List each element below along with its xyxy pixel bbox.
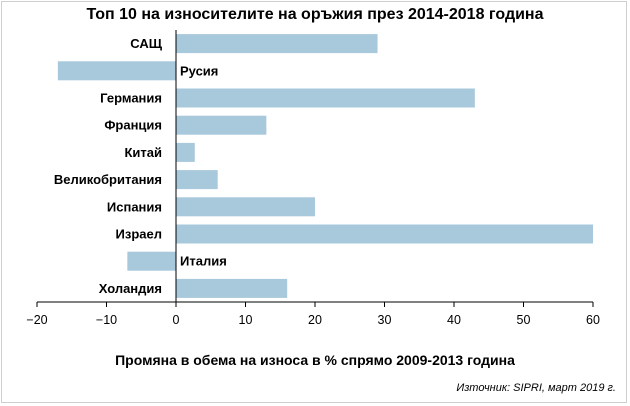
category-label-6: Великобритания bbox=[54, 172, 162, 187]
category-label-4: Франция bbox=[104, 118, 162, 133]
bar-6 bbox=[176, 170, 218, 190]
bar-7 bbox=[176, 197, 315, 217]
x-tick-label-2: −10 bbox=[96, 313, 117, 327]
chart-title: Топ 10 на износителите на оръжия през 20… bbox=[86, 6, 544, 23]
bar-4 bbox=[176, 115, 267, 135]
category-label-10: Холандия bbox=[99, 281, 162, 296]
x-axis-label: Промяна в обема на износа в % спрямо 200… bbox=[115, 352, 515, 368]
x-tick-label-9: 60 bbox=[586, 313, 600, 327]
x-tick-label-7: 40 bbox=[447, 313, 461, 327]
source-note: Източник: SIPRI, март 2019 г. bbox=[456, 382, 616, 394]
x-tick-label-8: 50 bbox=[517, 313, 531, 327]
bar-10 bbox=[176, 278, 288, 298]
bar-5 bbox=[176, 142, 195, 162]
bar-3 bbox=[176, 88, 475, 108]
x-tick-label-4: 10 bbox=[239, 313, 253, 327]
bar-1 bbox=[176, 34, 378, 54]
x-tick-label-1: −20 bbox=[26, 313, 47, 327]
bar-8 bbox=[176, 224, 593, 244]
x-tick-label-3: 0 bbox=[173, 313, 180, 327]
category-label-9: Италия bbox=[180, 254, 227, 269]
category-label-8: Израел bbox=[116, 227, 162, 242]
bar-2 bbox=[57, 61, 176, 81]
category-label-2: Русия bbox=[180, 63, 218, 78]
category-label-1: САЩ bbox=[130, 36, 162, 51]
x-tick-label-6: 30 bbox=[378, 313, 392, 327]
category-label-7: Испания bbox=[107, 199, 162, 214]
category-label-5: Китай bbox=[124, 145, 162, 160]
x-tick-label-5: 20 bbox=[308, 313, 322, 327]
category-label-3: Германия bbox=[100, 91, 162, 106]
bar-9 bbox=[127, 251, 176, 271]
